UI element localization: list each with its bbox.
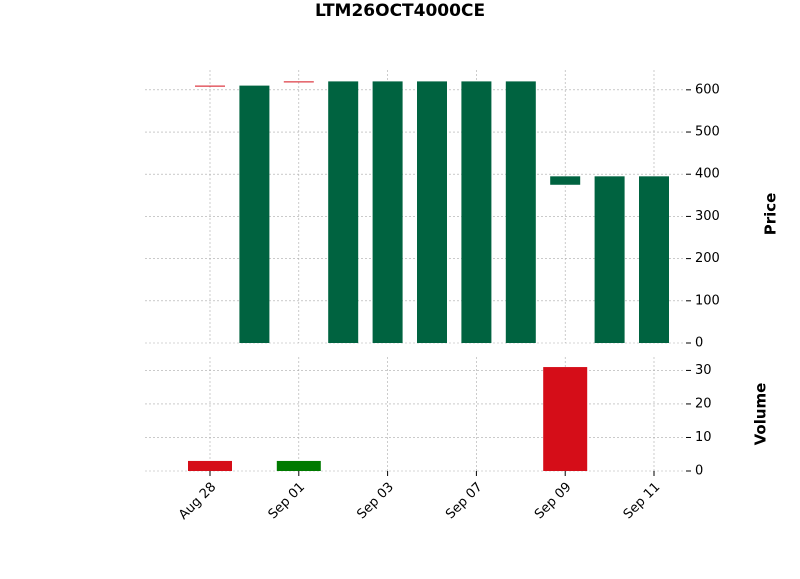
candle-body bbox=[639, 176, 669, 343]
candle-body bbox=[594, 176, 625, 343]
y-tick-label: 20 bbox=[695, 396, 712, 411]
volume-bar bbox=[276, 460, 321, 471]
x-tick-label: Sep 09 bbox=[532, 480, 575, 523]
x-tick-label: Sep 07 bbox=[443, 480, 486, 523]
volume-bar bbox=[543, 367, 588, 471]
chart-title: LTM26OCT4000CE bbox=[315, 1, 485, 21]
volume-bar bbox=[188, 460, 232, 471]
candle-body bbox=[417, 81, 447, 343]
candle-body bbox=[328, 81, 359, 343]
candle-body bbox=[283, 81, 314, 83]
y-tick-label: 300 bbox=[695, 209, 720, 224]
candle-body bbox=[195, 85, 225, 87]
y-tick-label: 0 bbox=[695, 336, 703, 351]
y-tick-label: 500 bbox=[695, 125, 720, 140]
y-tick-label: 200 bbox=[695, 251, 720, 266]
x-tick-label: Sep 11 bbox=[621, 480, 664, 523]
x-tick-label: Aug 28 bbox=[176, 480, 219, 523]
candle-body bbox=[239, 85, 270, 343]
y-tick-label: 0 bbox=[695, 464, 703, 479]
candle-body bbox=[505, 81, 536, 343]
x-tick-label: Sep 01 bbox=[266, 480, 309, 523]
candle-body bbox=[461, 81, 492, 343]
y-tick-label: 400 bbox=[695, 167, 720, 182]
y-tick-label: 10 bbox=[695, 430, 712, 445]
y-axis-label: Price bbox=[762, 193, 780, 236]
y-tick-label: 600 bbox=[695, 82, 720, 97]
y-tick-label: 100 bbox=[695, 293, 720, 308]
y-tick-label: 30 bbox=[695, 363, 712, 378]
x-tick-label: Sep 03 bbox=[354, 480, 397, 523]
volume-axis-label: Volume bbox=[752, 383, 770, 446]
candle-body bbox=[550, 176, 581, 185]
candle-body bbox=[372, 81, 403, 343]
